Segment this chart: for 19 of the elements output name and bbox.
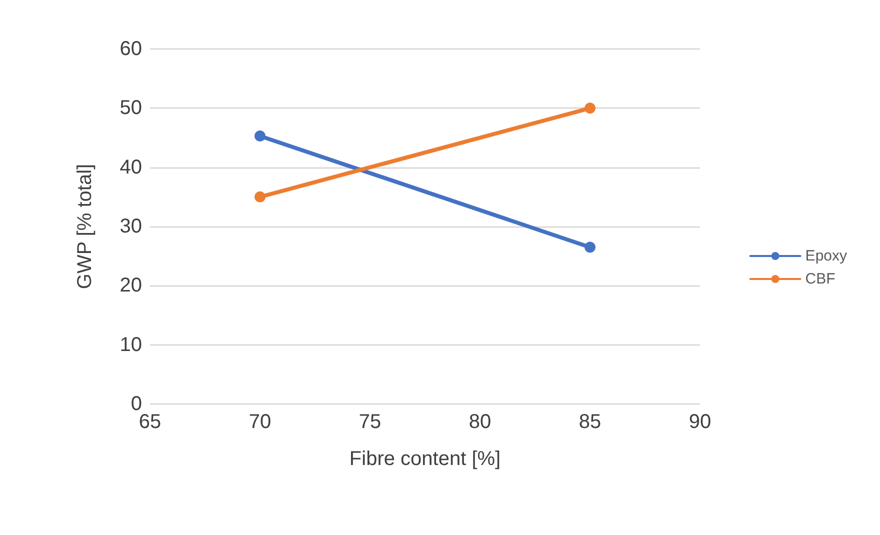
y-tick-label: 30 [120, 216, 142, 238]
y-tick-label: 50 [120, 97, 142, 120]
y-tick-label: 10 [120, 334, 142, 356]
x-tick-label: 90 [688, 411, 712, 433]
point [584, 242, 596, 253]
y-tick-label: 20 [120, 274, 142, 297]
x-tick-label: 70 [248, 411, 272, 433]
y-tick-label: 40 [120, 156, 142, 178]
y-axis-title: GWP [% total] [74, 164, 96, 290]
point [254, 191, 266, 202]
x-tick-label: 75 [358, 411, 382, 433]
x-tick-label: 85 [578, 411, 602, 433]
point [254, 130, 266, 142]
legend-label: CBF [805, 270, 836, 288]
y-tick-label: 60 [120, 38, 142, 60]
x-axis-title: Fibre content [%] [349, 448, 501, 470]
legend-label: Epoxy [805, 248, 848, 264]
point [584, 102, 596, 114]
x-tick-label: 80 [468, 411, 492, 433]
